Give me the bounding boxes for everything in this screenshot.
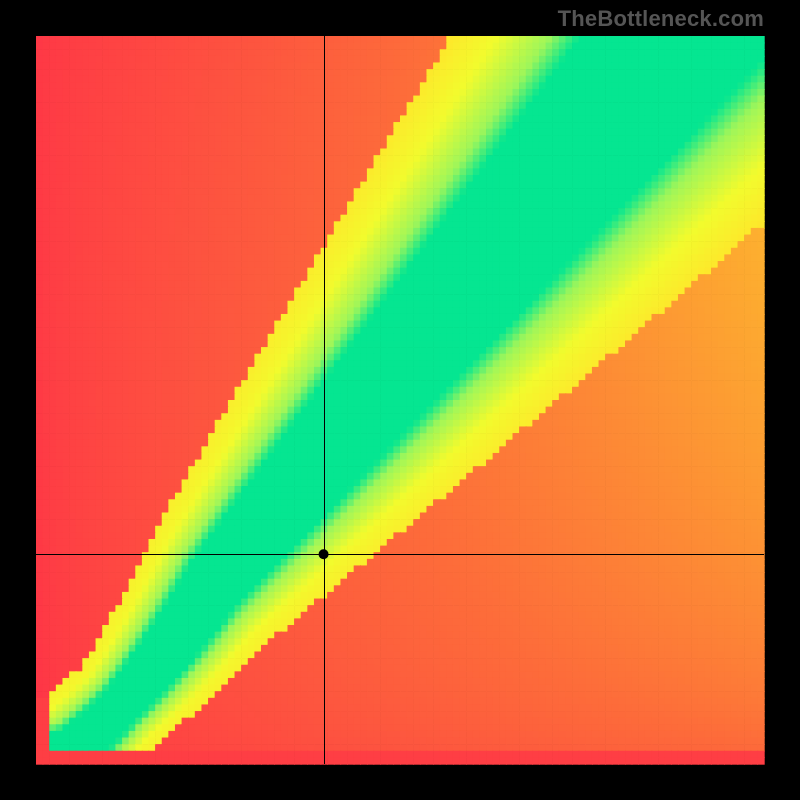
watermark-text: TheBottleneck.com bbox=[558, 6, 764, 32]
chart-container: TheBottleneck.com bbox=[0, 0, 800, 800]
bottleneck-heatmap bbox=[0, 0, 800, 800]
